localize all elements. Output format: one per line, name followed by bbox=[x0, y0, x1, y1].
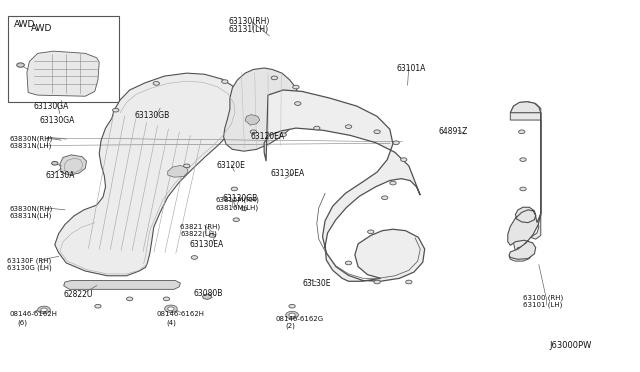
Text: 63130A: 63130A bbox=[45, 170, 75, 180]
Circle shape bbox=[221, 80, 228, 83]
Text: 63101A: 63101A bbox=[396, 64, 426, 73]
Text: 63120EA: 63120EA bbox=[250, 132, 284, 141]
Text: 63130F (RH): 63130F (RH) bbox=[6, 257, 51, 264]
Circle shape bbox=[406, 280, 412, 284]
Text: 63130(RH): 63130(RH) bbox=[228, 17, 269, 26]
Polygon shape bbox=[223, 68, 301, 151]
Text: 63815M(RH): 63815M(RH) bbox=[215, 197, 259, 203]
Text: 63131(LH): 63131(LH) bbox=[228, 25, 268, 33]
Circle shape bbox=[292, 85, 299, 89]
Circle shape bbox=[231, 187, 237, 191]
Text: 63130G (LH): 63130G (LH) bbox=[6, 264, 51, 271]
Circle shape bbox=[285, 311, 298, 319]
Text: AWD: AWD bbox=[14, 20, 36, 29]
Text: 08146-6162H: 08146-6162H bbox=[157, 311, 205, 317]
Circle shape bbox=[390, 181, 396, 185]
Text: (2): (2) bbox=[285, 323, 295, 329]
Text: 63130EA: 63130EA bbox=[190, 240, 224, 249]
Circle shape bbox=[401, 158, 407, 161]
Circle shape bbox=[374, 280, 380, 284]
Text: 63822(LH): 63822(LH) bbox=[180, 230, 218, 237]
Polygon shape bbox=[509, 102, 541, 261]
Text: 63130EA: 63130EA bbox=[271, 169, 305, 179]
Circle shape bbox=[52, 161, 58, 165]
Text: 08146-6162H: 08146-6162H bbox=[9, 311, 57, 317]
Text: 63100 (RH): 63100 (RH) bbox=[523, 295, 563, 301]
Text: 63130GB: 63130GB bbox=[135, 111, 170, 120]
Polygon shape bbox=[55, 73, 243, 276]
Circle shape bbox=[374, 130, 380, 134]
Circle shape bbox=[241, 207, 247, 211]
Circle shape bbox=[314, 126, 320, 130]
Circle shape bbox=[191, 256, 198, 259]
Circle shape bbox=[520, 158, 526, 161]
Text: 63120E: 63120E bbox=[216, 161, 246, 170]
Text: 63821 (RH): 63821 (RH) bbox=[180, 223, 221, 230]
Circle shape bbox=[289, 304, 295, 308]
Text: 63830N(RH): 63830N(RH) bbox=[9, 205, 52, 212]
Text: 64891Z: 64891Z bbox=[438, 126, 468, 135]
Circle shape bbox=[163, 297, 170, 301]
Circle shape bbox=[233, 218, 239, 222]
Polygon shape bbox=[64, 280, 180, 289]
Text: 63101 (LH): 63101 (LH) bbox=[523, 302, 563, 308]
Circle shape bbox=[294, 102, 301, 105]
Circle shape bbox=[346, 125, 352, 128]
Polygon shape bbox=[245, 115, 260, 125]
Text: 63831N(LH): 63831N(LH) bbox=[9, 213, 51, 219]
Circle shape bbox=[203, 294, 211, 299]
Text: 63830N(RH): 63830N(RH) bbox=[9, 135, 52, 142]
Circle shape bbox=[184, 164, 190, 168]
Text: 63L30E: 63L30E bbox=[302, 279, 331, 288]
Circle shape bbox=[393, 141, 399, 145]
Text: 63831N(LH): 63831N(LH) bbox=[9, 142, 51, 149]
Circle shape bbox=[168, 307, 174, 311]
Text: 63130GA: 63130GA bbox=[33, 102, 68, 110]
Text: 63816M(LH): 63816M(LH) bbox=[215, 204, 259, 211]
Text: J63000PW: J63000PW bbox=[550, 341, 592, 350]
Circle shape bbox=[41, 308, 47, 312]
Text: AWD: AWD bbox=[31, 24, 52, 33]
Text: 08146-6162G: 08146-6162G bbox=[276, 316, 324, 322]
Polygon shape bbox=[27, 51, 99, 96]
Text: 63080B: 63080B bbox=[193, 289, 223, 298]
Circle shape bbox=[367, 230, 374, 234]
Text: (4): (4) bbox=[166, 319, 177, 326]
Polygon shape bbox=[264, 90, 425, 281]
Polygon shape bbox=[60, 155, 86, 175]
Circle shape bbox=[289, 313, 295, 317]
Circle shape bbox=[164, 305, 177, 312]
Text: (6): (6) bbox=[17, 319, 28, 326]
Polygon shape bbox=[508, 102, 541, 259]
Text: 63130GB: 63130GB bbox=[222, 194, 257, 203]
Polygon shape bbox=[168, 166, 188, 177]
Circle shape bbox=[271, 76, 278, 80]
Circle shape bbox=[250, 130, 257, 134]
Text: 62822U: 62822U bbox=[63, 289, 92, 299]
Circle shape bbox=[17, 63, 24, 67]
FancyBboxPatch shape bbox=[8, 16, 119, 102]
Circle shape bbox=[346, 261, 352, 265]
Text: 63130GA: 63130GA bbox=[40, 116, 75, 125]
Circle shape bbox=[520, 187, 526, 191]
Circle shape bbox=[518, 130, 525, 134]
Circle shape bbox=[209, 234, 215, 237]
Circle shape bbox=[127, 297, 133, 301]
Circle shape bbox=[38, 306, 51, 314]
Circle shape bbox=[153, 81, 159, 85]
Circle shape bbox=[95, 304, 101, 308]
Circle shape bbox=[280, 133, 286, 137]
Circle shape bbox=[113, 108, 119, 112]
Circle shape bbox=[381, 196, 388, 199]
